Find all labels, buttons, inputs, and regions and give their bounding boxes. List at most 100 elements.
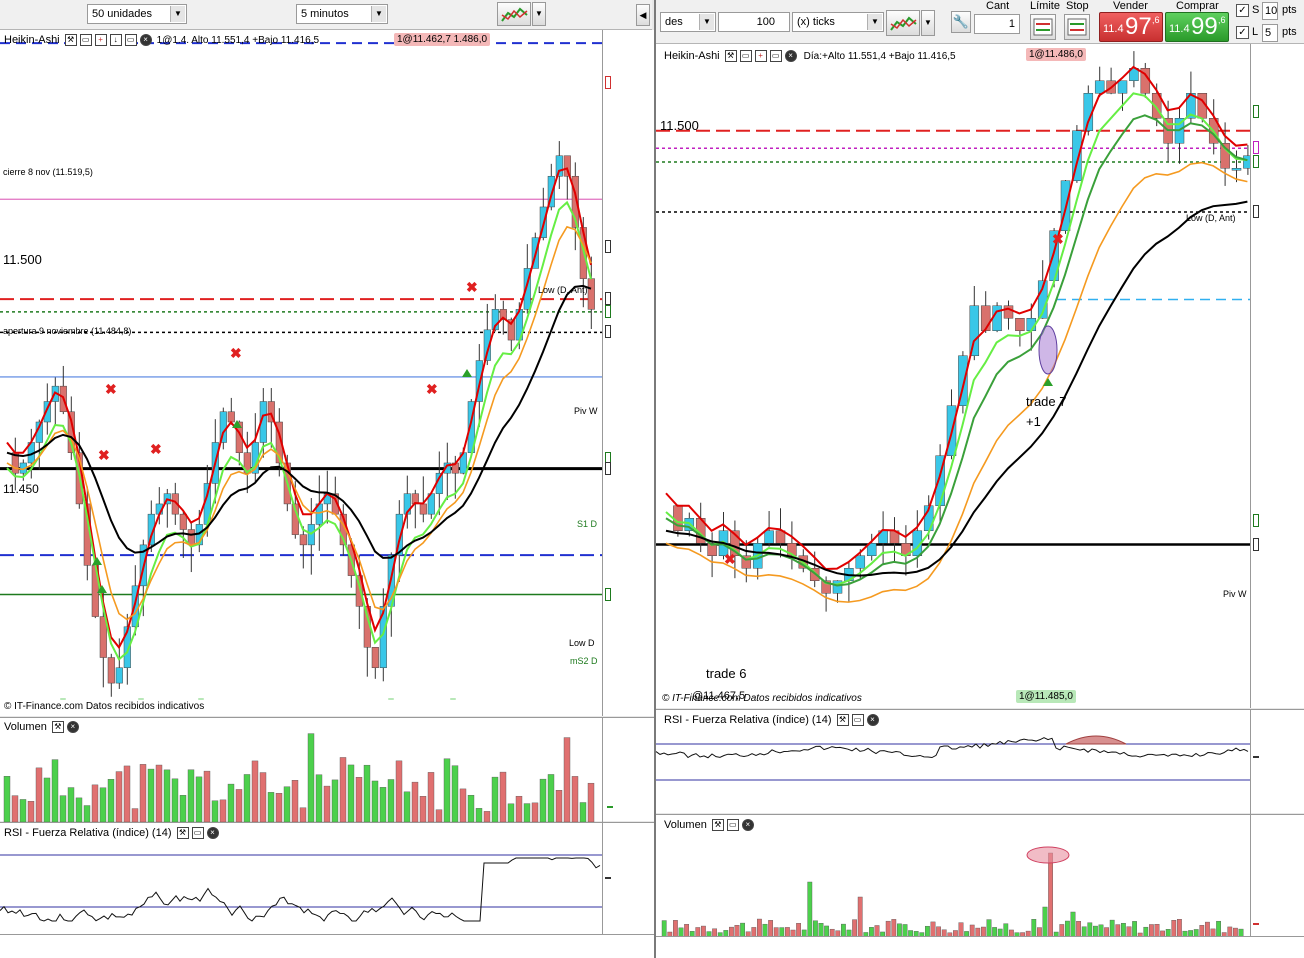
- right-chart-title: Heikin-Ashi: [664, 50, 720, 62]
- order-tag[interactable]: [138, 698, 144, 700]
- order-tag[interactable]: [198, 698, 204, 700]
- order-tag[interactable]: [60, 698, 66, 700]
- close-icon[interactable]: ×: [139, 34, 152, 46]
- close-icon[interactable]: ×: [206, 827, 219, 839]
- units-select[interactable]: 50 unidades ▼: [87, 4, 187, 24]
- volume-bar: [768, 920, 774, 938]
- sell-label: Vender: [1113, 0, 1148, 12]
- wrench-icon[interactable]: ⚒: [711, 819, 724, 831]
- indicator-icon[interactable]: +: [94, 34, 107, 46]
- price-tag: [605, 292, 611, 306]
- volume-bar: [139, 764, 147, 823]
- close-icon[interactable]: ×: [66, 721, 79, 733]
- sell-button[interactable]: 11.4 97 ,6: [1099, 12, 1163, 42]
- maximize-icon[interactable]: ▭: [851, 714, 864, 726]
- chart-type-button-right[interactable]: [886, 10, 920, 36]
- candle-body: [1186, 93, 1196, 119]
- stop-button[interactable]: [1064, 14, 1090, 40]
- l-checkbox[interactable]: ✓: [1236, 26, 1249, 39]
- wrench-icon[interactable]: ⚒: [51, 721, 64, 733]
- candle-body: [1015, 318, 1025, 331]
- buy-arrow-icon: [232, 420, 242, 428]
- right-price-plot[interactable]: ✖✖: [656, 44, 1253, 708]
- ticks-select[interactable]: (x) ticks ▼: [792, 12, 884, 32]
- volume-bar: [499, 771, 507, 823]
- wrench-icon[interactable]: ⚒: [64, 34, 77, 46]
- left-volume-panel[interactable]: Volumen ⚒ ×: [0, 717, 654, 823]
- close-icon[interactable]: ×: [741, 819, 754, 831]
- maximize-icon[interactable]: ▭: [769, 50, 782, 62]
- wrench-icon: 🔧: [952, 14, 970, 29]
- candle-body: [1003, 305, 1014, 319]
- maximize-icon[interactable]: ▭: [79, 34, 92, 46]
- right-top-order-tag[interactable]: 1@11.486,0: [1026, 48, 1086, 61]
- maximize-icon[interactable]: ▭: [726, 819, 739, 831]
- volume-bar: [930, 921, 936, 938]
- right-price-axis[interactable]: [1250, 44, 1304, 708]
- limit-button[interactable]: [1030, 14, 1056, 40]
- candle-body: [227, 411, 235, 423]
- order-tag[interactable]: [388, 698, 394, 700]
- volume-bar: [355, 777, 363, 823]
- order-tag[interactable]: [450, 698, 456, 700]
- wrench-icon[interactable]: ⚒: [176, 827, 189, 839]
- volume-bar: [1121, 922, 1126, 938]
- chart-type-button[interactable]: [497, 2, 531, 26]
- wrench-icon[interactable]: ⚒: [836, 714, 849, 726]
- ema-green-line: [665, 114, 1248, 587]
- candle-body: [299, 534, 307, 546]
- candle-body: [673, 505, 683, 531]
- volume-bar: [579, 802, 587, 823]
- close-icon[interactable]: ×: [866, 714, 879, 726]
- right-rsi-panel[interactable]: RSI - Fuerza Relativa (índice) (14) ⚒ ▭ …: [655, 709, 1304, 814]
- volume-bar: [852, 919, 857, 938]
- left-time-axis[interactable]: [0, 934, 654, 958]
- right-volume-panel[interactable]: Volumen ⚒ ▭ ×: [656, 814, 1304, 938]
- qty-input[interactable]: 1: [974, 14, 1020, 34]
- volume-bar: [75, 797, 83, 823]
- exit-x-icon: ✖: [426, 381, 438, 397]
- left-price-plot[interactable]: ✖ ✖ ✖ ✖ ✖ ✖: [0, 30, 602, 747]
- l-input[interactable]: 5: [1262, 24, 1278, 42]
- collapse-panel-button[interactable]: ◀: [636, 4, 650, 26]
- close-icon[interactable]: ×: [784, 50, 797, 62]
- volume-bar: [740, 922, 746, 938]
- highlight-ellipse: [1038, 325, 1058, 375]
- right-bottom-order-tag[interactable]: 1@11.485,0: [1016, 690, 1076, 703]
- left-price-axis[interactable]: [602, 30, 654, 794]
- wrench-icon[interactable]: ⚒: [724, 50, 737, 62]
- volume-bar: [756, 918, 762, 938]
- ticks-input[interactable]: 100: [718, 12, 790, 32]
- candle-body: [547, 175, 555, 208]
- volume-bar: [11, 795, 19, 823]
- interval-select[interactable]: 5 minutos ▼: [296, 4, 388, 24]
- chart-type-dropdown[interactable]: ▼: [532, 2, 546, 26]
- s-input[interactable]: 10: [1262, 2, 1278, 20]
- left-rsi-panel[interactable]: RSI - Fuerza Relativa (índice) (14) ⚒ ▭ …: [0, 822, 654, 935]
- maximize-icon[interactable]: ▭: [191, 827, 204, 839]
- candle-body: [787, 543, 797, 556]
- volume-bar: [1216, 920, 1222, 938]
- wrench-button[interactable]: 🔧: [951, 11, 971, 33]
- move-icon[interactable]: ↓: [109, 34, 122, 46]
- volume-bar: [203, 770, 211, 823]
- maximize-icon[interactable]: ▭: [124, 34, 137, 46]
- buy-button[interactable]: 11.4 99 ,6: [1165, 12, 1229, 42]
- right-price-chart[interactable]: ✖ ✖ Heikin-Ashi ⚒ ▭ + ▭ × Día:+Alto 11.55…: [656, 44, 1304, 708]
- left-price-chart[interactable]: ✖ ✖ ✖ ✖ ✖ ✖ Heikin-Ashi ⚒ ▭ + ↓ ▭ × 1@1.4. Al…: [0, 30, 654, 794]
- candle-body: [571, 175, 579, 228]
- s-checkbox[interactable]: ✓: [1236, 4, 1249, 17]
- chart-type-dropdown-right[interactable]: ▼: [921, 10, 935, 36]
- left-top-order-tag[interactable]: 1@11.462,7 1.486,0: [394, 33, 491, 46]
- splitter[interactable]: [654, 0, 656, 958]
- maximize-icon[interactable]: ▭: [739, 50, 752, 62]
- candle-body: [969, 305, 980, 356]
- volume-bar: [227, 783, 235, 823]
- partial-select[interactable]: des ▼: [660, 12, 716, 32]
- interval-select-value: 5 minutos: [301, 8, 349, 20]
- buy-arrow-icon: [1043, 378, 1053, 386]
- volume-bar: [283, 786, 291, 823]
- right-time-axis[interactable]: [656, 936, 1304, 958]
- piv-w-label: Piv W: [574, 406, 598, 416]
- indicator-icon[interactable]: +: [754, 50, 767, 62]
